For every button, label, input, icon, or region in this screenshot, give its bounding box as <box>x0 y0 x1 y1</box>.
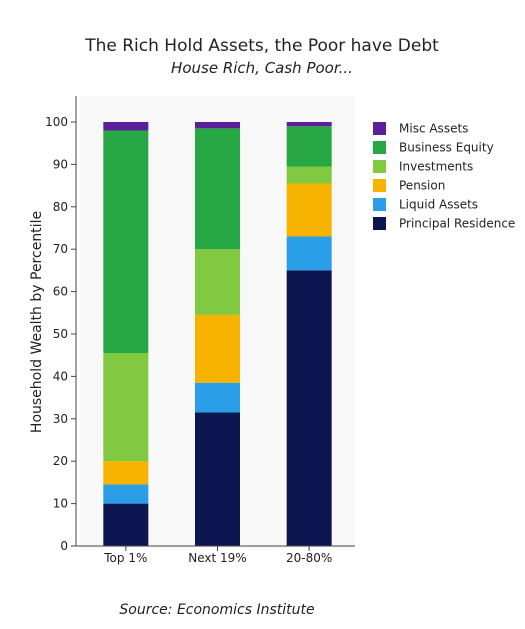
y-tick-label: 30 <box>53 412 68 426</box>
bar-segment <box>103 353 149 462</box>
bar-segment <box>195 122 240 129</box>
y-tick-label: 40 <box>53 369 68 383</box>
bar-segment <box>286 166 332 184</box>
chart-subtitle: House Rich, Cash Poor... <box>171 59 353 77</box>
legend: Misc Assets Business Equity Investments Pen… <box>373 122 515 231</box>
bar-segment <box>103 503 149 546</box>
bar-segment <box>103 130 149 354</box>
bar-segment <box>195 128 240 250</box>
y-tick-label: 60 <box>53 285 68 299</box>
y-tick-label: 20 <box>53 454 68 468</box>
bar-segment <box>103 122 149 131</box>
legend-swatch <box>373 217 386 230</box>
legend-swatch <box>373 179 386 192</box>
y-tick-label: 80 <box>53 200 68 214</box>
bar-segment <box>195 314 240 383</box>
bar-segment <box>103 484 149 504</box>
legend-swatch <box>373 141 386 154</box>
bars-layer <box>103 122 332 546</box>
y-tick-label: 10 <box>53 497 68 511</box>
legend-label: Liquid Assets <box>399 198 478 212</box>
x-tick-label: Top 1% <box>103 551 147 565</box>
y-tick-label: 70 <box>53 242 68 256</box>
bar-segment <box>195 382 240 413</box>
legend-label: Pension <box>399 179 445 193</box>
legend-swatch <box>373 122 386 135</box>
axes-layer: Top 1% Next 19% 20-80% 0 10 20 30 40 50 60 70 80 90 1… <box>45 96 355 565</box>
bar-segment <box>195 412 240 546</box>
bar-segment <box>286 126 332 167</box>
source-note: Source: Economics Institute <box>119 602 314 618</box>
legend-label: Principal Residence <box>399 217 515 231</box>
y-tick-label: 50 <box>53 327 68 341</box>
y-tick-label: 100 <box>45 115 68 129</box>
bar-segment <box>286 270 332 546</box>
bar-segment <box>286 122 332 127</box>
bar-segment <box>103 461 149 485</box>
legend-label: Investments <box>399 160 473 174</box>
legend-label: Business Equity <box>399 141 494 155</box>
legend-swatch <box>373 160 386 173</box>
bar-segment <box>286 236 332 271</box>
legend-swatch <box>373 198 386 211</box>
x-tick-label: 20-80% <box>286 551 332 565</box>
chart-title: The Rich Hold Assets, the Poor have Debt <box>84 36 439 56</box>
bar-segment <box>286 183 332 237</box>
x-tick-label: Next 19% <box>188 551 246 565</box>
y-axis-label: Household Wealth by Percentile <box>29 211 45 433</box>
legend-label: Misc Assets <box>399 122 468 136</box>
bar-segment <box>195 249 240 315</box>
y-tick-label: 90 <box>53 157 68 171</box>
y-tick-label: 0 <box>60 539 68 553</box>
